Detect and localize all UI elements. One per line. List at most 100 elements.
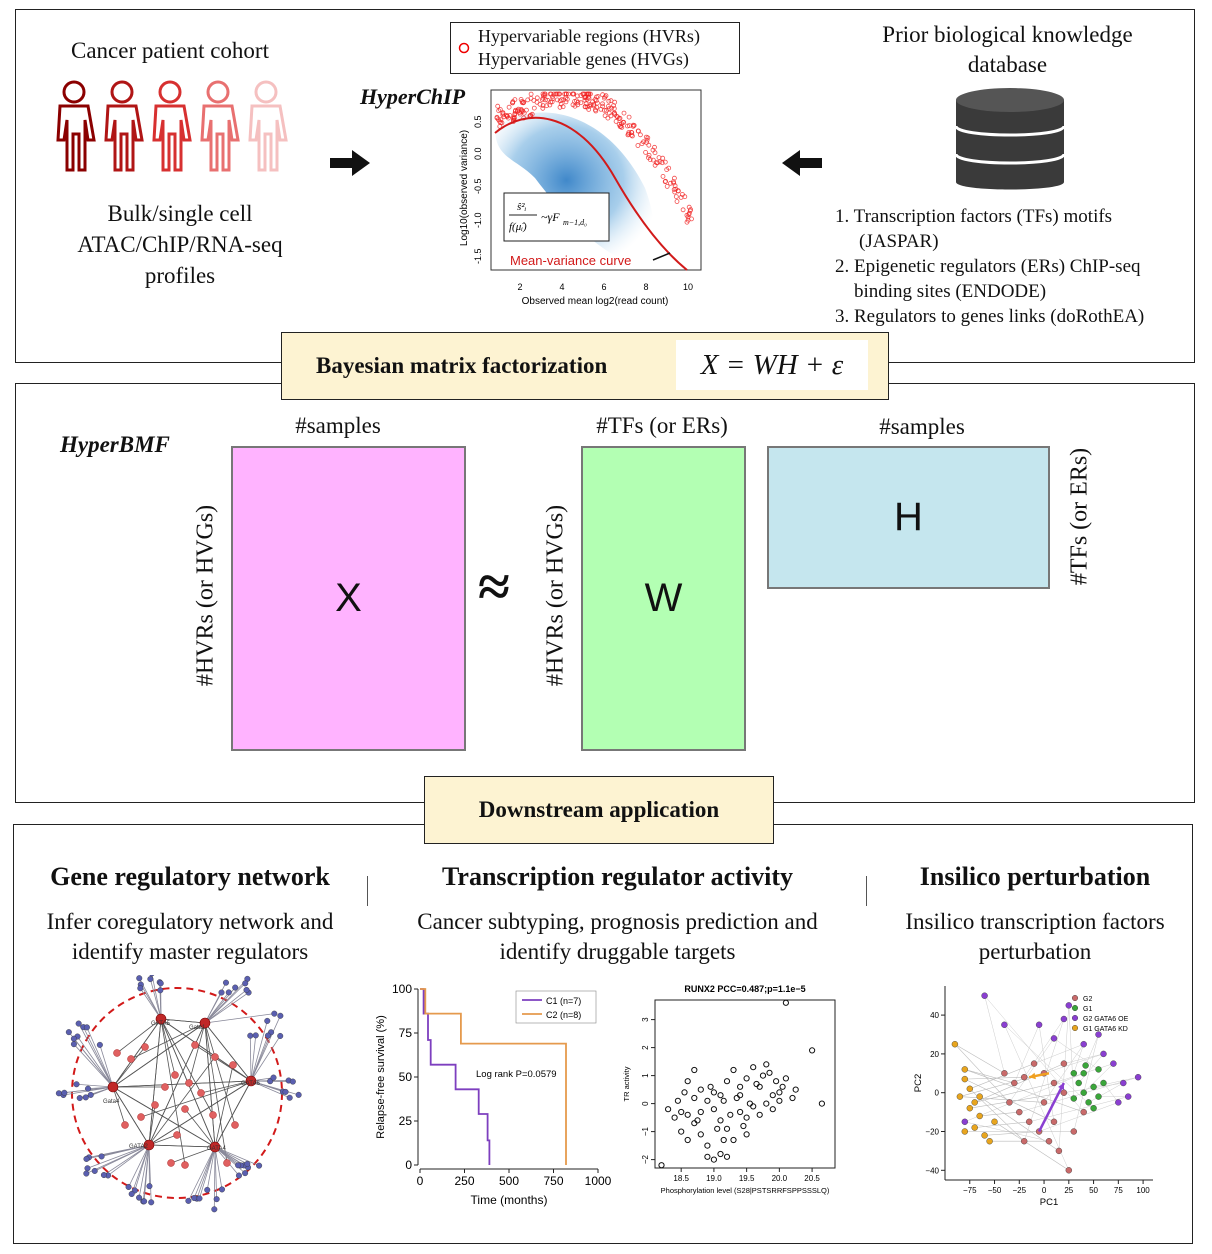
- network-edge: [204, 1013, 275, 1024]
- network-edge: [196, 1146, 216, 1199]
- col2-desc-line-1: Cancer subtyping, prognosis prediction a…: [417, 909, 818, 934]
- network-node-target: [235, 1172, 242, 1179]
- pca-legend-swatch: [1071, 1005, 1078, 1012]
- hvr-point: [545, 97, 551, 103]
- network-edge: [73, 1038, 114, 1088]
- pca-link: [979, 1111, 1020, 1117]
- network-node-regulator: [167, 1159, 175, 1167]
- network-edge: [103, 1144, 150, 1176]
- db-title: Prior biological knowledge database: [860, 20, 1155, 80]
- network-edge: [73, 1043, 114, 1088]
- scatter-point: [704, 1142, 711, 1149]
- pca-ylabel: PC2: [913, 1074, 924, 1092]
- network-edge: [206, 1146, 216, 1190]
- network-edge: [112, 1046, 146, 1088]
- pca-point: [971, 1099, 978, 1106]
- pca-point: [1065, 1002, 1073, 1009]
- matrix-x: X: [231, 446, 466, 751]
- network-edge: [139, 987, 162, 1020]
- scatter-point: [710, 1089, 718, 1096]
- network-node-target: [277, 1012, 284, 1019]
- col3-desc: Insilico transcription factors perturbat…: [880, 907, 1190, 967]
- network-edge: [214, 1146, 248, 1165]
- network-node-regulator: [161, 1083, 169, 1091]
- profiles-line-3: profiles: [144, 263, 216, 288]
- hvr-point: [659, 160, 665, 166]
- hvr-point: [653, 160, 659, 166]
- network-node-target: [76, 1095, 83, 1102]
- pca-legend-label: G2 GATA6 OE: [1083, 1016, 1129, 1023]
- network-edge: [148, 1018, 162, 1146]
- matrix-x-label: X: [335, 576, 362, 620]
- scatter-point: [714, 1125, 721, 1132]
- downstream-banner: Downstream application: [424, 776, 774, 844]
- network-edge: [143, 1144, 150, 1202]
- hvr-point: [637, 132, 643, 138]
- pca-point: [1080, 1040, 1087, 1048]
- scatter-y-tick: −1: [641, 1126, 650, 1136]
- pca-link: [1085, 1034, 1099, 1066]
- network-edge: [250, 1080, 290, 1099]
- pca-point: [991, 1118, 998, 1126]
- pca-link: [1073, 1044, 1084, 1074]
- x-tick: 4: [559, 282, 564, 292]
- hvr-point: [583, 94, 589, 100]
- hub-label: GATA4: [207, 1146, 226, 1152]
- pca-point: [1100, 1079, 1107, 1087]
- scatter-point: [743, 1075, 750, 1082]
- network-node-regulator: [141, 1043, 149, 1051]
- network-edge: [170, 1146, 216, 1164]
- scatter-y-tick: 0: [641, 1101, 650, 1106]
- pca-link: [1004, 1024, 1070, 1171]
- arrow-right-icon: [330, 150, 370, 176]
- hvr-point: [553, 91, 559, 97]
- network-edge: [77, 1036, 114, 1088]
- legend-line-1: Hypervariable regions (HVRs): [478, 26, 700, 46]
- pca-point: [1040, 1099, 1048, 1106]
- pca-point: [1006, 1099, 1013, 1106]
- downstream-panel: [13, 824, 1193, 1244]
- pca-point: [1025, 1118, 1033, 1126]
- network-node-target: [70, 1041, 77, 1048]
- hvr-point: [671, 175, 677, 181]
- scatter-point: [723, 1078, 731, 1085]
- network-edge: [204, 1022, 252, 1082]
- pca-x-tick: −75: [963, 1186, 977, 1195]
- pca-point: [1120, 1079, 1127, 1087]
- network-edge: [214, 1146, 218, 1200]
- network-edge: [140, 1080, 252, 1118]
- pca-point: [1055, 1147, 1063, 1155]
- pca-y-tick: 40: [930, 1011, 939, 1020]
- pca-point: [961, 1118, 968, 1126]
- scatter-point: [691, 1120, 698, 1127]
- pca-link: [1024, 1018, 1065, 1078]
- network-node-regulator: [151, 1101, 159, 1109]
- hvr-point: [628, 132, 634, 138]
- hvr-point: [598, 106, 604, 112]
- hvr-point: [591, 101, 597, 107]
- network-node-target: [270, 1074, 277, 1081]
- network-edge: [148, 1104, 156, 1146]
- network-edge: [138, 1144, 150, 1198]
- hvr-point: [510, 100, 515, 106]
- pca-point: [1090, 1083, 1097, 1091]
- network-edge: [250, 1035, 257, 1082]
- hvr-point: [534, 95, 540, 101]
- scatter-point: [684, 1136, 691, 1144]
- hvr-point: [613, 119, 619, 124]
- pca-point: [1134, 1073, 1142, 1081]
- matrix-w-label: W: [644, 576, 683, 620]
- network-node-target: [136, 1194, 143, 1201]
- hvr-point: [587, 103, 592, 109]
- pca-point: [1095, 1066, 1102, 1073]
- x-tick: 6: [601, 282, 606, 292]
- hvr-point: [608, 98, 614, 104]
- scatter-point: [665, 1106, 672, 1113]
- network-node-target: [96, 1041, 103, 1048]
- network-edge: [87, 1144, 150, 1169]
- network-node-target: [218, 1186, 225, 1193]
- scatter-point: [697, 1108, 704, 1116]
- km-y-tick: 100: [392, 982, 412, 996]
- scatter-x-tick: 20.5: [804, 1174, 820, 1183]
- pca-link: [979, 1096, 1060, 1152]
